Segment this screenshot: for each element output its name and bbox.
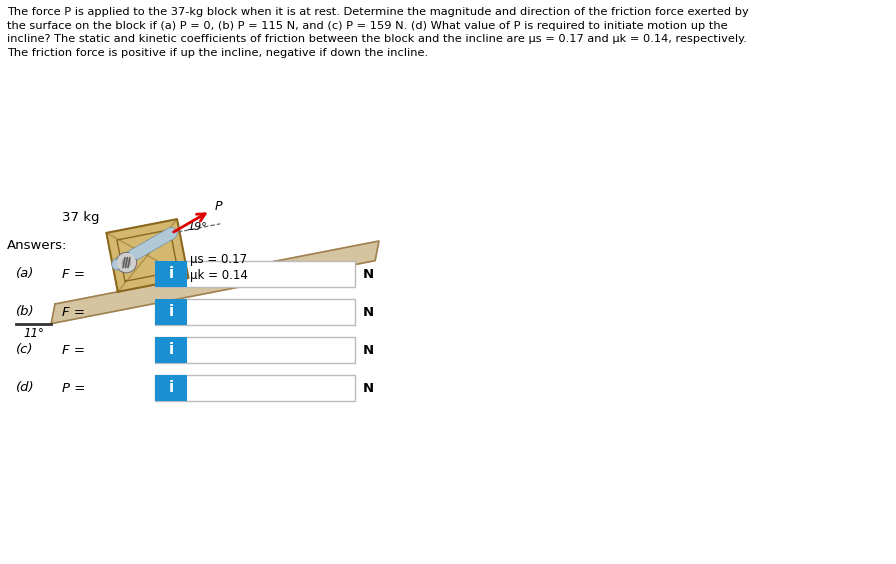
Text: (d): (d) [16,381,35,394]
FancyBboxPatch shape [155,299,355,325]
Text: μk = 0.14: μk = 0.14 [190,269,248,282]
FancyBboxPatch shape [155,337,355,363]
Text: 11°: 11° [23,327,44,340]
Text: i: i [168,342,174,358]
Text: P =: P = [62,381,85,394]
Text: N: N [363,343,375,356]
Text: The force P is applied to the 37-kg block when it is at rest. Determine the magn: The force P is applied to the 37-kg bloc… [7,7,749,58]
FancyBboxPatch shape [155,261,355,287]
Text: 19°: 19° [187,222,207,232]
Circle shape [123,259,131,267]
Text: F =: F = [62,306,85,319]
Circle shape [123,259,131,267]
Text: i: i [168,381,174,395]
Text: μs = 0.17: μs = 0.17 [190,253,247,266]
FancyBboxPatch shape [155,375,355,401]
Text: (c): (c) [16,343,33,356]
Circle shape [117,254,135,272]
Text: i: i [168,267,174,281]
FancyBboxPatch shape [155,261,187,287]
Text: P: P [214,200,221,213]
FancyBboxPatch shape [155,375,187,401]
Text: (b): (b) [16,306,35,319]
Text: F =: F = [62,343,85,356]
Text: N: N [363,381,375,394]
Text: i: i [168,305,174,319]
Text: F =: F = [62,267,85,280]
FancyBboxPatch shape [155,337,187,363]
Circle shape [116,253,136,272]
Polygon shape [51,241,379,324]
Text: N: N [363,306,375,319]
Text: Answers:: Answers: [7,239,67,252]
FancyBboxPatch shape [155,299,187,325]
Polygon shape [107,219,188,292]
Text: N: N [363,267,375,280]
Text: 37 kg: 37 kg [62,211,99,224]
Text: (a): (a) [16,267,34,280]
